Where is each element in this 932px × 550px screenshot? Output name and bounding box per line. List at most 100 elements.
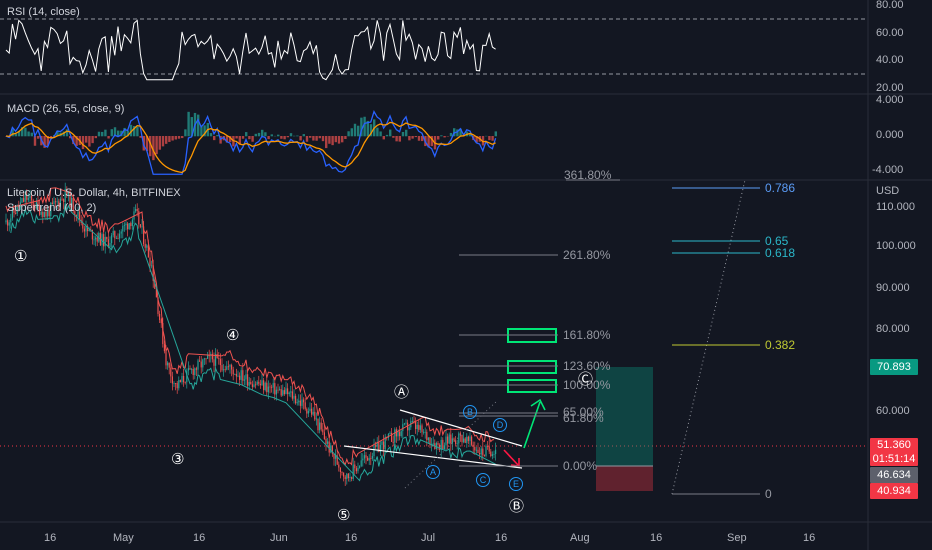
- candle-body: [320, 422, 322, 430]
- candle-body: [328, 441, 330, 453]
- candle-body: [71, 197, 73, 208]
- candle-body: [471, 436, 473, 445]
- candle-body: [223, 369, 225, 371]
- candle-body: [234, 374, 236, 375]
- candle-body: [373, 445, 375, 457]
- macd-histogram-bar: [56, 131, 59, 137]
- candle-body: [157, 297, 159, 314]
- macd-histogram-bar: [238, 136, 241, 145]
- macd-histogram-bar: [369, 124, 373, 137]
- candle-body: [35, 201, 37, 209]
- candle-body: [144, 244, 146, 248]
- candlesticks: [5, 182, 497, 486]
- candle-body: [464, 438, 466, 443]
- macd-histogram-bar: [456, 129, 459, 137]
- fib-ext-123-label: 123.60%: [563, 359, 611, 373]
- candle-body: [419, 425, 421, 430]
- candle-body: [178, 380, 180, 389]
- macd-histogram-bar: [168, 136, 171, 142]
- macd-histogram-bar: [325, 136, 328, 149]
- macd-histogram-bar: [379, 131, 382, 137]
- macd-histogram-bar: [293, 135, 296, 137]
- macd-histogram-bar: [75, 136, 78, 146]
- candle-body: [111, 235, 113, 244]
- candle-body: [381, 441, 383, 445]
- rsi-legend[interactable]: RSI (14, close): [7, 6, 80, 18]
- macd-histogram-bar: [277, 134, 280, 137]
- chart-title[interactable]: Litecoin / U.S. Dollar, 4h, BITFINEX: [7, 187, 181, 199]
- candle-body: [173, 383, 175, 384]
- candle-body: [219, 359, 221, 366]
- macd-histogram-bar: [395, 136, 398, 142]
- rsi-line: [5, 19, 496, 81]
- candle-body: [459, 433, 461, 435]
- macd-histogram-bar: [302, 134, 305, 137]
- macd-histogram-bar: [123, 127, 126, 137]
- candle-body: [453, 438, 455, 441]
- macd-histogram-bar: [421, 136, 424, 142]
- macd-histogram-bar: [286, 136, 289, 138]
- candle-body: [379, 444, 381, 453]
- macd-histogram-bar: [17, 130, 21, 137]
- candle-body: [139, 224, 141, 227]
- macd-histogram-bar: [85, 136, 88, 143]
- candle-body: [349, 477, 351, 478]
- candle-body: [155, 288, 157, 298]
- fib-ext-0-label: 0.00%: [563, 459, 598, 473]
- candle-body: [115, 238, 117, 239]
- candle-body: [330, 445, 332, 453]
- macd-histogram-bar: [251, 136, 254, 142]
- fib-ext-161-label: 161.80%: [563, 328, 611, 342]
- candle-body: [5, 220, 7, 223]
- candle-body: [53, 201, 55, 204]
- candle-body: [325, 439, 327, 444]
- candle-body: [112, 231, 114, 236]
- candle-body: [258, 381, 260, 384]
- last-price-tag: 51.360 01:51:14: [870, 438, 918, 466]
- position-profit-zone: [596, 367, 653, 466]
- candle-body: [432, 443, 434, 445]
- macd-histogram-bar: [469, 133, 472, 137]
- candle-body: [383, 441, 385, 450]
- candle-body: [485, 445, 487, 456]
- macd-histogram-bar: [437, 136, 440, 140]
- candle-body: [487, 445, 489, 447]
- candle-body: [45, 211, 47, 217]
- target-box-100: [507, 379, 557, 393]
- macd-histogram-bar: [149, 136, 152, 157]
- candle-body: [397, 431, 399, 437]
- fib-ext-100-label: 100.00%: [563, 378, 611, 392]
- candle-body: [218, 358, 220, 360]
- candle-body: [363, 455, 365, 459]
- candle-body: [360, 460, 362, 467]
- wave-1-label: ①: [14, 248, 28, 265]
- macd-histogram-bar: [305, 136, 309, 142]
- candle-body: [83, 228, 85, 232]
- macd-scale-neg4: -4.000: [872, 164, 903, 176]
- candle-body: [301, 399, 303, 406]
- macd-legend[interactable]: MACD (26, 55, close, 9): [7, 103, 125, 115]
- macd-histogram-bar: [254, 133, 257, 137]
- candle-body: [151, 265, 153, 267]
- candle-body: [109, 243, 111, 247]
- candle-body: [306, 408, 308, 414]
- price-pane: 110.000 100.000 90.000 80.000 60.000 USD: [0, 179, 916, 495]
- candle-body: [458, 433, 460, 444]
- candle-body: [114, 231, 116, 239]
- candle-body: [354, 464, 356, 469]
- supertrend-legend[interactable]: Supertrend (10, 2): [7, 202, 97, 214]
- candle-body: [191, 368, 193, 370]
- candle-body: [256, 381, 258, 385]
- candle-body: [42, 211, 44, 218]
- price-scale-80: 80.000: [876, 323, 910, 335]
- candle-body: [95, 237, 97, 240]
- price-scale-90: 90.000: [876, 282, 910, 294]
- candle-body: [239, 375, 241, 380]
- candle-body: [290, 391, 292, 393]
- candle-body: [291, 391, 293, 399]
- macd-histogram-bar: [331, 136, 334, 146]
- candle-body: [128, 223, 130, 230]
- candle-body: [207, 355, 209, 359]
- candle-body: [408, 427, 410, 431]
